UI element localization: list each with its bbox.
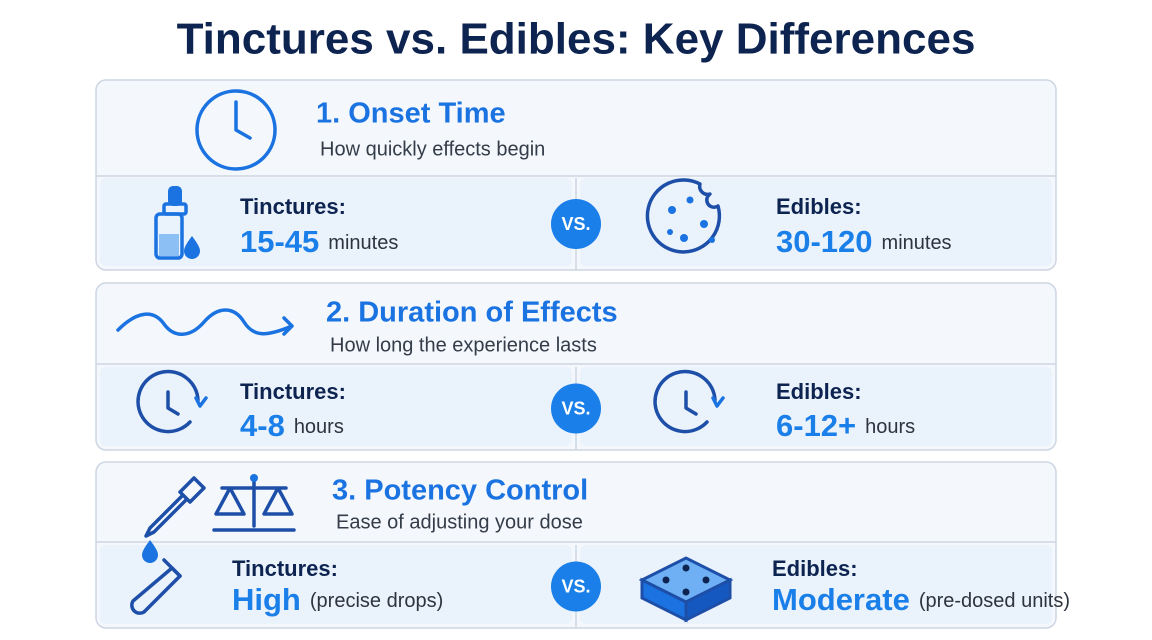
section-title: 3. Potency Control (332, 475, 588, 507)
section-title: 1. Onset Time (316, 98, 506, 130)
clock-arrow-icon (136, 369, 208, 434)
compare-value: 4-8 (240, 408, 285, 443)
clock-arrow-icon (653, 369, 725, 434)
compare-unit: hours (865, 416, 915, 438)
compare-value-line: 30-120 minutes (776, 224, 952, 259)
compare-unit: minutes (328, 232, 398, 254)
compare-value: 15-45 (240, 224, 319, 259)
compare-value-line: Moderate (pre-dosed units) (772, 582, 1070, 617)
compare-label: Tinctures: (232, 556, 338, 581)
vs-label: VS. (561, 576, 590, 596)
vs-label: VS. (561, 398, 590, 418)
compare-panel (100, 178, 572, 266)
compare-panel (580, 367, 1052, 446)
compare-value: 6-12+ (776, 408, 856, 443)
compare-label: Edibles: (776, 379, 862, 404)
compare-label: Edibles: (772, 556, 858, 581)
vs-label: VS. (561, 214, 590, 234)
section: 1. Onset Time How quickly effects begin VS… (95, 79, 1057, 271)
section-subtitle: Ease of adjusting your dose (336, 511, 583, 533)
vial-icon (130, 558, 182, 615)
sections: 1. Onset Time How quickly effects begin VS… (95, 79, 1070, 629)
dropper-icon (154, 186, 200, 260)
compare-value: Moderate (772, 582, 910, 617)
section: 3. Potency Control Ease of adjusting your… (95, 461, 1070, 629)
compare-label: Tinctures: (240, 379, 346, 404)
pipette-icon (142, 476, 206, 563)
page-title: Tinctures vs. Edibles: Key Differences (177, 15, 976, 64)
gummy-cube-icon (638, 556, 734, 623)
vs-badge (551, 199, 601, 249)
compare-value: High (232, 582, 301, 617)
clock-hands (234, 100, 252, 140)
compare-value-line: 6-12+ hours (776, 408, 915, 443)
compare-value: 30-120 (776, 224, 873, 259)
compare-panel (100, 367, 572, 446)
compare-unit: hours (294, 416, 344, 438)
compare-label: Tinctures: (240, 194, 346, 219)
vs-badge (551, 383, 601, 434)
scales-icon (212, 474, 296, 532)
compare-value-line: 4-8 hours (240, 408, 344, 443)
compare-unit: (pre-dosed units) (919, 590, 1070, 612)
section-subtitle: How long the experience lasts (330, 334, 597, 356)
wave-icon (116, 308, 294, 336)
compare-value-line: 15-45 minutes (240, 224, 398, 259)
icons (116, 89, 734, 623)
section: 2. Duration of Effects How long the exper… (95, 282, 1057, 451)
vs-badge (551, 561, 601, 612)
section-subtitle: How quickly effects begin (320, 138, 545, 160)
section-title: 2. Duration of Effects (326, 297, 618, 329)
compare-value-line: High (precise drops) (232, 582, 443, 617)
compare-panel (100, 545, 572, 624)
compare-label: Edibles: (776, 194, 862, 219)
cookie-icon (645, 178, 722, 254)
compare-unit: minutes (882, 232, 952, 254)
compare-unit: (precise drops) (310, 590, 443, 612)
clock-icon (195, 89, 277, 171)
compare-panel (580, 178, 1052, 266)
